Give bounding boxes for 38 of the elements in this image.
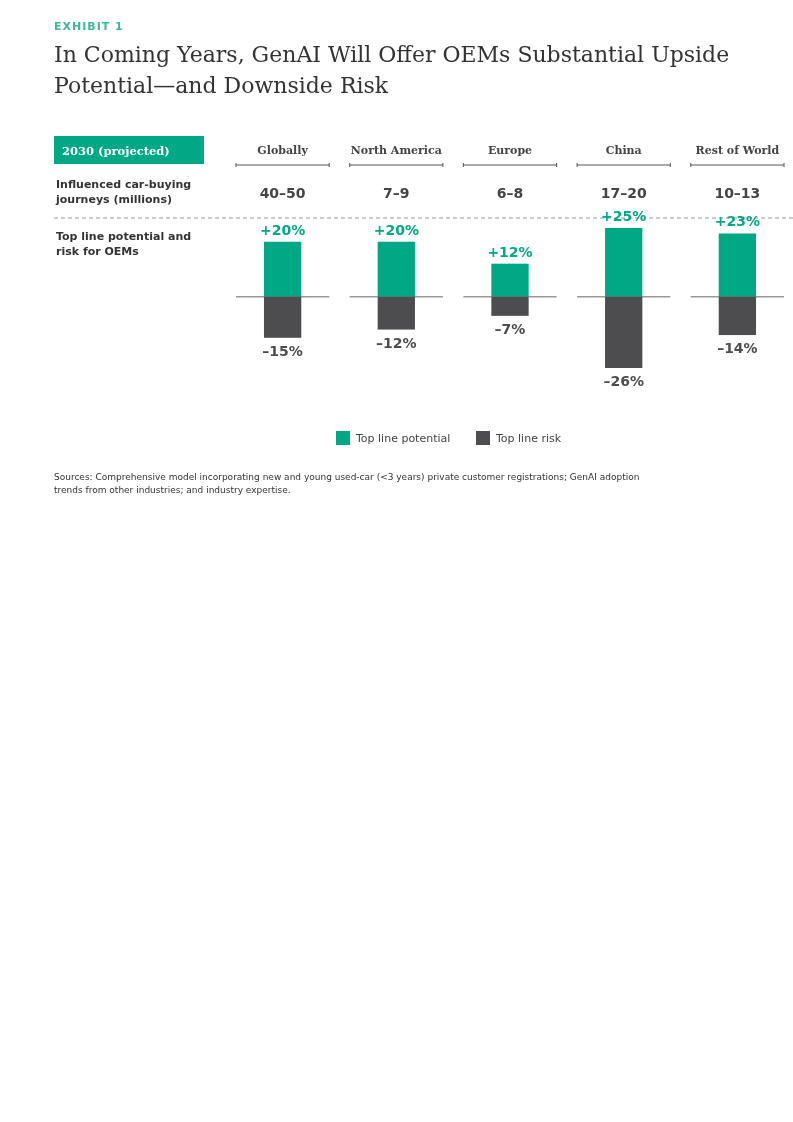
bar	[263, 241, 302, 297]
data-label: –14%	[717, 340, 758, 357]
data-label: –7%	[494, 320, 526, 337]
bar	[263, 296, 302, 338]
x-tick-label: Europe	[487, 144, 533, 157]
data-label: +23%	[714, 213, 761, 230]
x-tick-label: China	[605, 144, 642, 157]
legend-label: Top line potential	[355, 432, 451, 445]
data-label: –26%	[603, 373, 644, 389]
data-label: +25%	[601, 208, 647, 224]
legend-label: Top line risk	[495, 432, 562, 445]
bar	[377, 296, 415, 330]
bar	[491, 263, 529, 297]
source-note: Sources: Comprehensive model incorporating new and young used-car (<3 years) private customer registrations; GenAI adoption trends from other industries; and industry expertise.	[54, 472, 640, 495]
header-box: 2030 (projected)	[54, 136, 204, 164]
text: 40–50	[259, 185, 306, 201]
text: 10–13	[714, 185, 761, 201]
data-label: +20%	[259, 221, 306, 238]
text: Influenced car-buying journeys (millions)	[55, 178, 192, 206]
bar	[491, 296, 529, 316]
bar	[718, 233, 757, 297]
text: EXHIBIT 1	[54, 20, 124, 33]
text: 7–9	[383, 185, 410, 201]
bar	[377, 241, 415, 297]
y-axis-title: Top line potential and risk for OEMs	[56, 230, 192, 258]
text: 17–20	[600, 185, 647, 201]
chart-title: In Coming Years, GenAI Will Offer OEMs Substantial Upside Potential—and Downside Risk	[54, 42, 730, 98]
x-tick-label: Rest of World	[695, 144, 780, 157]
bar	[605, 228, 643, 297]
bar	[718, 296, 757, 336]
data-label: –15%	[262, 342, 303, 359]
text: 6–8	[496, 185, 524, 201]
data-label: +20%	[373, 221, 419, 238]
x-tick-label: Globally	[257, 144, 309, 157]
data-label: –12%	[376, 334, 417, 351]
bar	[605, 296, 643, 368]
data-label: +12%	[487, 243, 533, 260]
x-tick-label: North America	[350, 144, 442, 157]
